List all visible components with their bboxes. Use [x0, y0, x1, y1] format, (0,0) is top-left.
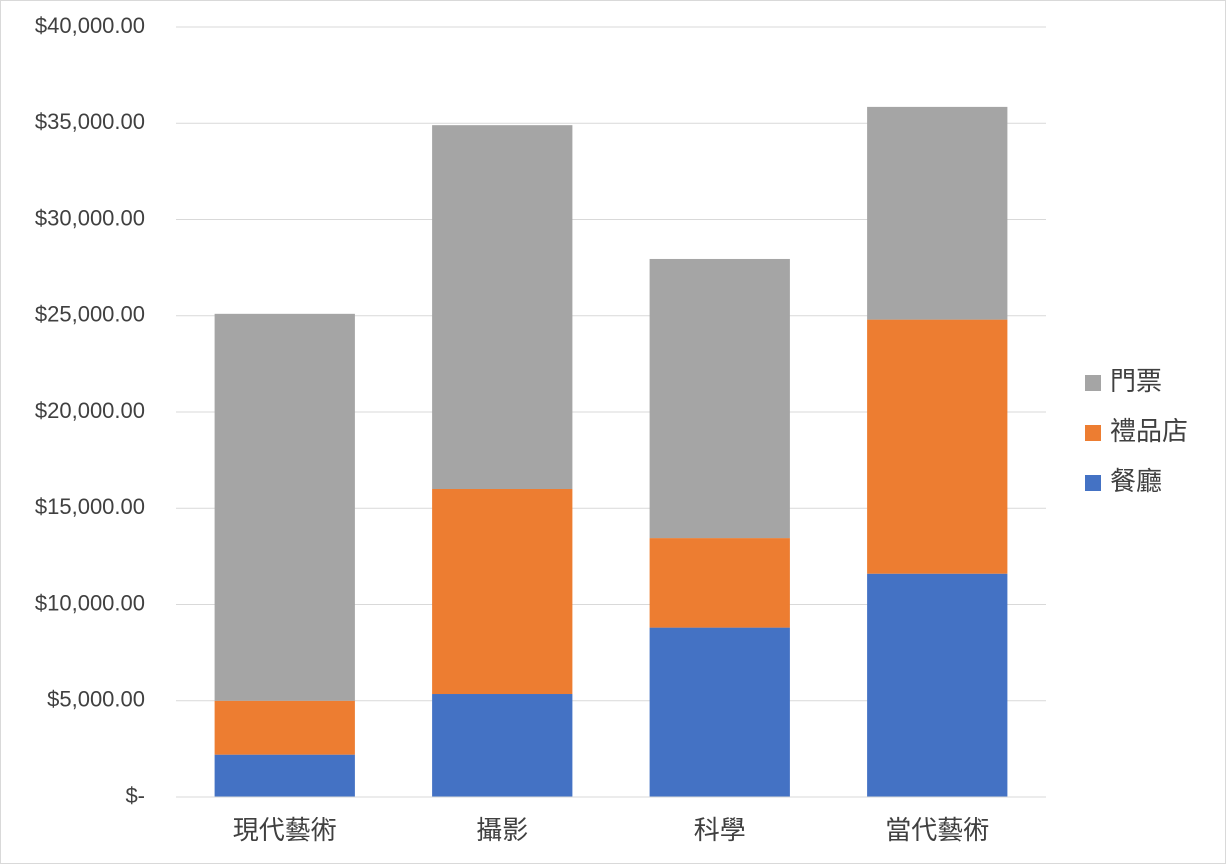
y-tick-label: $20,000.00	[35, 398, 145, 423]
bar-segment	[432, 694, 573, 797]
y-tick-label: $-	[125, 783, 145, 808]
bar-segment	[867, 573, 1008, 797]
bar-segment	[214, 754, 355, 797]
y-tick-label: $30,000.00	[35, 205, 145, 230]
bar-segment	[867, 106, 1008, 320]
bar-segment	[214, 700, 355, 755]
y-tick-label: $15,000.00	[35, 494, 145, 519]
bar-segment	[649, 627, 790, 797]
y-tick-label: $5,000.00	[47, 687, 145, 712]
legend-swatch	[1085, 425, 1101, 441]
x-tick-label: 攝影	[476, 815, 528, 845]
bar-segment	[432, 125, 573, 490]
legend-label: 餐廳	[1110, 466, 1162, 496]
legend-swatch	[1085, 475, 1101, 491]
bar-segment	[649, 258, 790, 539]
bar-segment	[432, 489, 573, 695]
x-tick-label: 當代藝術	[885, 815, 989, 845]
legend-swatch	[1085, 375, 1101, 391]
y-tick-label: $25,000.00	[35, 302, 145, 327]
legend-label: 禮品店	[1110, 416, 1188, 446]
x-tick-label: 現代藝術	[233, 815, 337, 845]
y-tick-label: $40,000.00	[35, 13, 145, 38]
x-tick-label: 科學	[694, 815, 746, 845]
y-tick-label: $10,000.00	[35, 590, 145, 615]
bar-segment	[649, 538, 790, 628]
bar-segment	[867, 319, 1008, 574]
legend-label: 門票	[1110, 366, 1162, 396]
y-tick-label: $35,000.00	[35, 109, 145, 134]
bar-segment	[214, 313, 355, 701]
